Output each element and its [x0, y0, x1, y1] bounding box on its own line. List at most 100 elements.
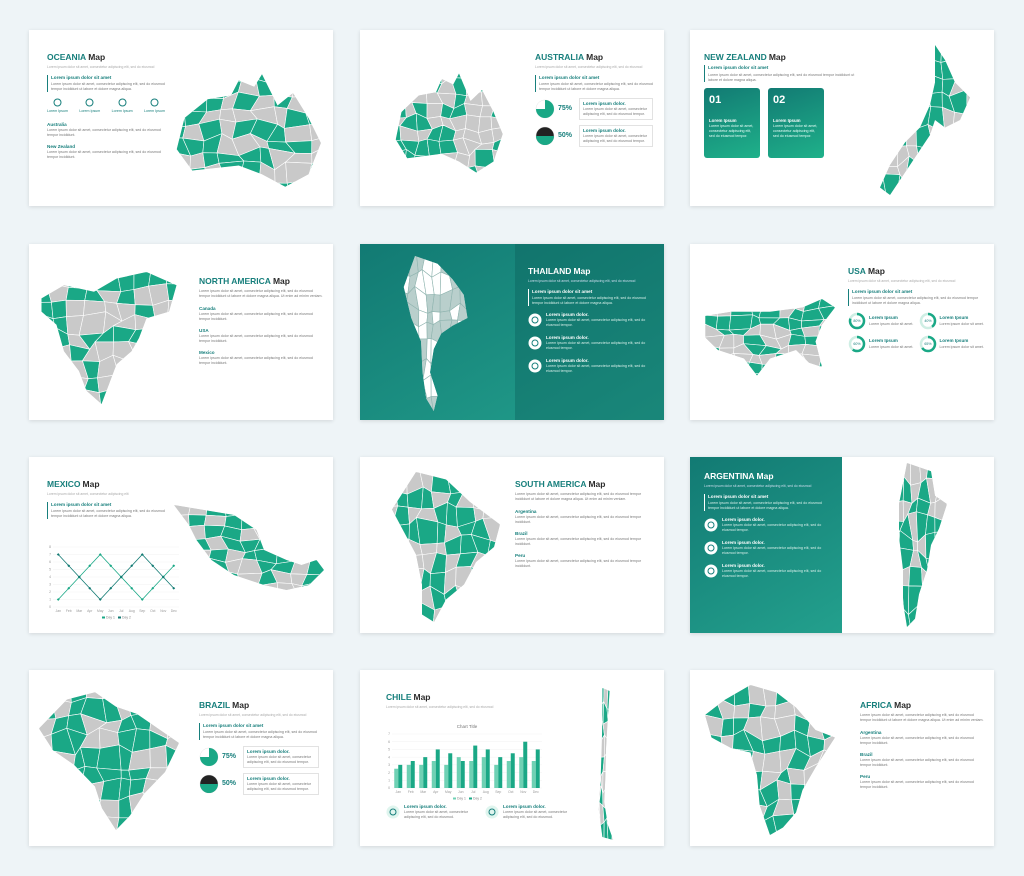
number-box: 02 Lorem Ipsum Lorem ipsum dolor sit amet,…: [768, 88, 824, 159]
bar: [419, 764, 424, 788]
map-region: [465, 270, 468, 298]
map-region: [620, 791, 624, 808]
map-region: [46, 372, 73, 392]
legend-label: Day 2: [473, 797, 482, 801]
legend-swatch: [453, 797, 456, 800]
map-region: [730, 787, 750, 807]
slide-title: OCEANIA Map: [47, 52, 165, 63]
icon-outer: [528, 336, 542, 350]
item-text: Lorem ipsum dolor sit amet, consectetur …: [199, 312, 313, 322]
map-region: [172, 354, 177, 372]
y-tick-label: 1: [388, 778, 390, 782]
map-region: [153, 360, 173, 378]
x-tick-label: Jun: [108, 609, 114, 613]
map-region: [274, 525, 291, 542]
icon-shape: [150, 98, 159, 107]
box-number: 01: [709, 94, 722, 107]
map-region: [167, 315, 177, 336]
item-label: Australia: [47, 121, 67, 127]
map-region: [395, 79, 403, 90]
map-region: [718, 812, 735, 835]
marker: [88, 586, 92, 590]
map-region: [934, 478, 947, 503]
map-region: [588, 720, 593, 737]
map-region: [403, 340, 410, 360]
map-region: [165, 744, 179, 771]
map-region: [489, 73, 503, 84]
map-region: [805, 685, 821, 708]
map-region: [458, 338, 468, 364]
map-region: [617, 768, 620, 792]
map-region: [616, 688, 621, 710]
body-text: Lorem ipsum dolor sit amet, consectetur …: [515, 492, 642, 502]
map: [176, 74, 321, 187]
item-text: Lorem ipsum dolor sit amet, consectetur …: [199, 334, 313, 344]
map-region: [446, 606, 464, 622]
legend-swatch: [118, 616, 121, 619]
map-region: [615, 720, 620, 740]
donut-arc: [919, 312, 936, 330]
map-region: [440, 338, 452, 363]
donut-text: Lorem ipsum dolor sit amet.: [939, 321, 984, 326]
map-region: [762, 750, 782, 774]
slide-title: CHILE Map: [386, 692, 576, 703]
map-region: [176, 98, 187, 113]
donut-item: 65% Lorem Ipsum Lorem ipsum dolor sit amet…: [919, 335, 985, 353]
map-region: [176, 74, 187, 81]
map-region: [486, 472, 500, 495]
feature-text: Lorem ipsum dolor. Lorem ipsum dolor sit …: [546, 312, 654, 328]
map-region: [905, 57, 922, 83]
map-region: [733, 685, 751, 707]
item-text: Lorem ipsum dolor sit amet, consectetur …: [199, 356, 313, 365]
map-region: [153, 315, 172, 330]
map-region: [116, 386, 140, 404]
map-region: [167, 299, 177, 321]
map-region: [894, 122, 908, 148]
map-region: [161, 811, 179, 830]
map-region: [474, 149, 496, 169]
map-region: [167, 385, 177, 404]
map-region: [599, 821, 605, 840]
map-region: [409, 357, 417, 381]
subtitle: Lorem ipsum dolor sit amet, consectetur …: [528, 279, 636, 284]
icon-inner: [488, 808, 496, 816]
map-region: [881, 173, 901, 195]
map-region: [128, 748, 151, 771]
map-region: [205, 505, 227, 517]
map-region: [126, 692, 150, 707]
slide-title: NEW ZEALAND Map: [704, 52, 864, 63]
map-region: [940, 58, 957, 80]
slide-title: AUSTRALIA Map: [535, 52, 653, 63]
icon-inner: [707, 567, 715, 575]
map-region: [430, 374, 443, 397]
map-region: [611, 688, 614, 711]
body-text: Lorem ipsum dolor sit amet, consectetur …: [708, 72, 855, 82]
map-region: [470, 565, 491, 595]
marker: [172, 586, 176, 590]
map-region: [474, 165, 496, 173]
map-region: [885, 79, 901, 93]
map-region: [269, 515, 292, 528]
map-region: [912, 539, 918, 551]
map-region: [898, 61, 907, 84]
bar: [394, 768, 399, 788]
title-suffix: Map: [232, 700, 250, 710]
map-region: [790, 783, 805, 801]
feature-icon: [704, 541, 718, 555]
map-region: [392, 603, 396, 622]
map-region: [392, 505, 399, 527]
feature-icon: [704, 518, 718, 532]
marker: [130, 586, 134, 590]
map-region: [403, 321, 411, 345]
map-region: [273, 589, 296, 590]
map-region: [933, 160, 946, 184]
item: Brazil Lorem ipsum dolor sit amet, consec…: [515, 531, 655, 547]
map-region: [45, 272, 69, 288]
map-region: [468, 343, 475, 361]
map-region: [612, 802, 614, 826]
map-region: [593, 720, 597, 743]
map-region: [483, 490, 500, 511]
map-region: [474, 73, 493, 85]
map-region: [722, 748, 735, 767]
heading: Lorem ipsum dolor sit amet: [708, 65, 769, 71]
